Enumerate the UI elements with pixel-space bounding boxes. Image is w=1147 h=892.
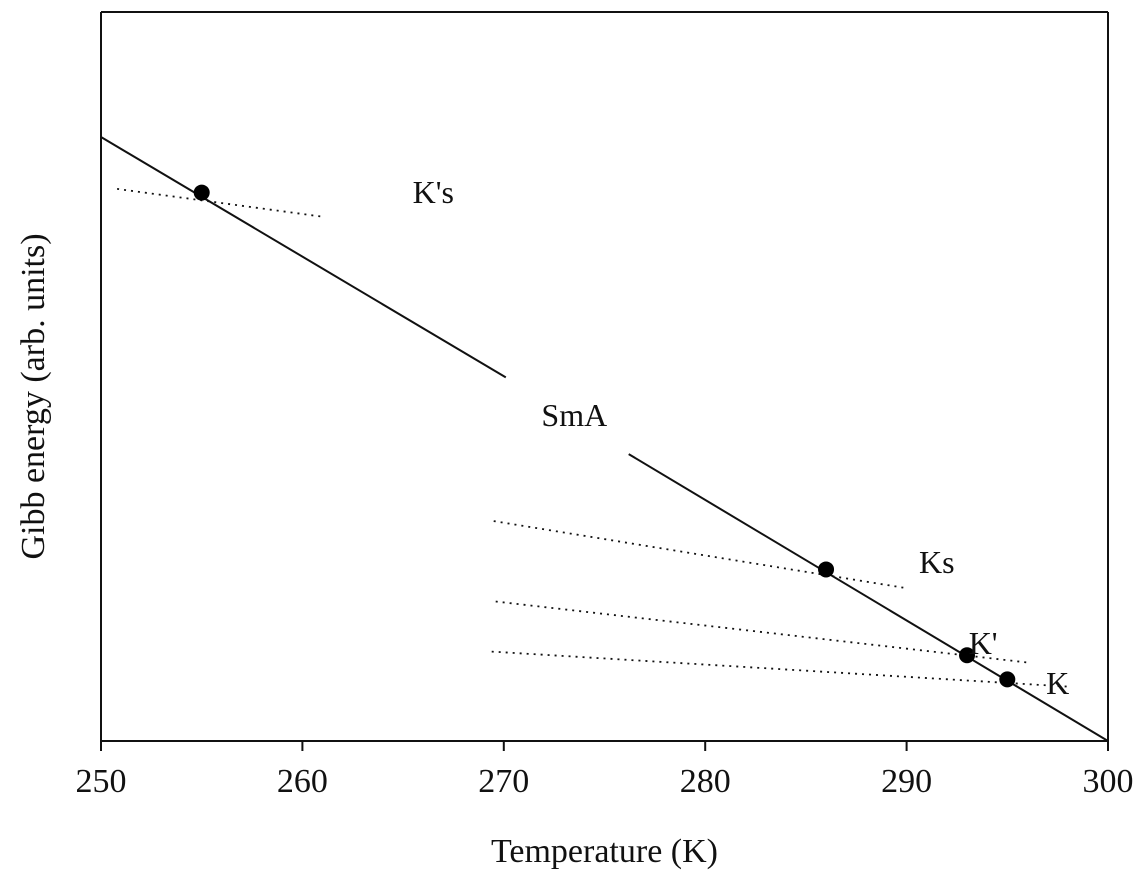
label-sma-plain: SmA xyxy=(541,397,607,433)
series-k-s xyxy=(116,188,323,218)
x-tick-label-280: 280 xyxy=(680,763,731,800)
plot-series xyxy=(100,136,1109,742)
x-tick-label-260: 260 xyxy=(277,763,328,800)
series-sma-segment-2 xyxy=(628,453,1109,742)
label-k-plain: K xyxy=(1046,665,1069,701)
plot-markers xyxy=(193,184,1016,688)
axes: 250 260 270 280 290 300 xyxy=(76,11,1134,800)
series-k xyxy=(491,650,1068,688)
series-k xyxy=(495,600,1028,664)
y-axis-title: Gibb energy (arb. units) xyxy=(15,233,52,559)
transition-point-4 xyxy=(999,671,1016,688)
x-tick-label-290: 290 xyxy=(881,763,932,800)
transition-point-2 xyxy=(818,561,835,578)
plot-annotations: K's SmA Ks K' K xyxy=(413,174,1070,701)
series-sma xyxy=(100,136,507,379)
x-tick-label-300: 300 xyxy=(1083,763,1134,800)
x-tick-label-270: 270 xyxy=(478,763,529,800)
label-k-prime: K' xyxy=(969,625,998,661)
x-tick-label-250: 250 xyxy=(76,763,127,800)
series-ks xyxy=(493,520,907,590)
transition-point-3 xyxy=(959,647,976,664)
label-k-s-prime: K's xyxy=(413,174,454,210)
label-ks-plain: Ks xyxy=(919,544,955,580)
transition-point-1 xyxy=(193,184,210,201)
x-axis-title: Temperature (K) xyxy=(491,833,718,870)
